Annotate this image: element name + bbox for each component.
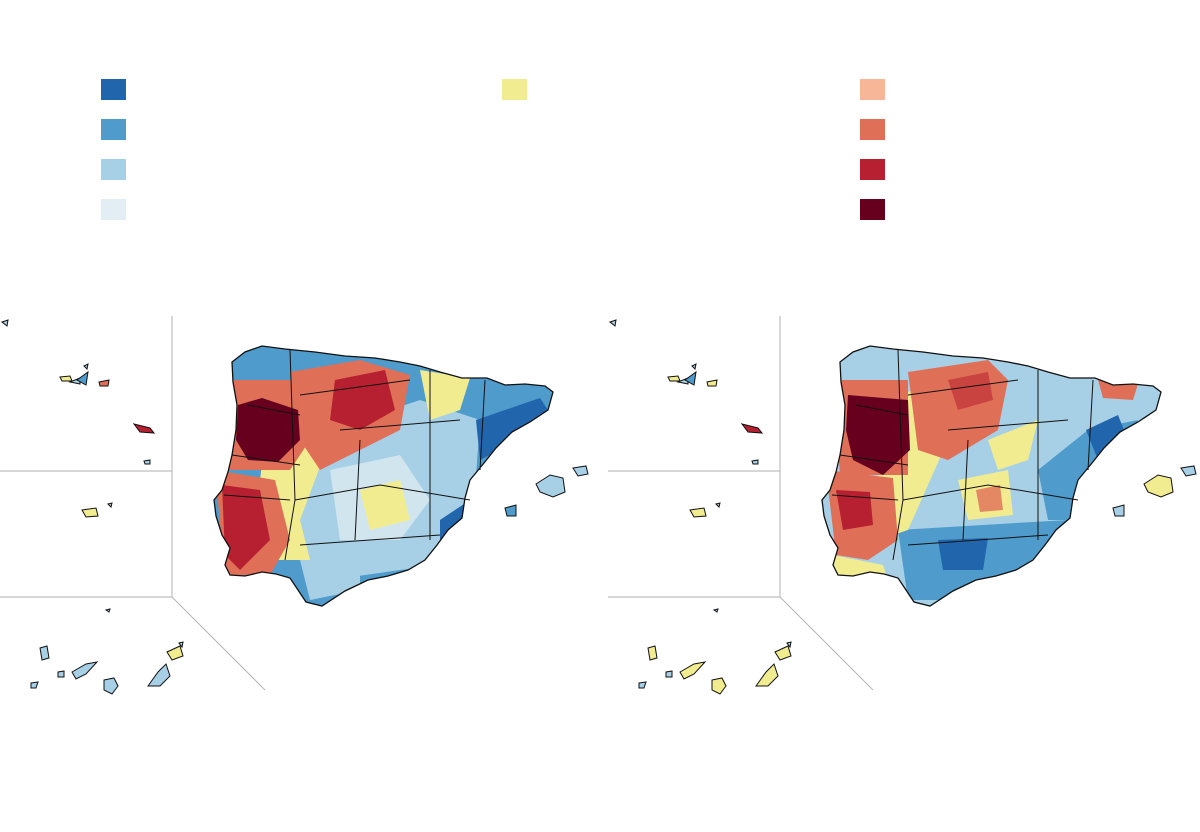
legend-swatch-high-1 xyxy=(860,79,885,100)
map-right xyxy=(608,316,1197,695)
canary-islands xyxy=(30,608,184,695)
legend-swatch-high-4 xyxy=(860,199,885,220)
legend-swatch-low-3 xyxy=(101,159,126,180)
inset-frame xyxy=(608,316,874,691)
iberian-peninsula xyxy=(822,346,1161,606)
azores-islands xyxy=(0,319,110,387)
legend-swatch-low-1 xyxy=(101,79,126,100)
balearic-islands xyxy=(535,474,566,498)
iberian-peninsula xyxy=(214,346,553,606)
balearic-islands xyxy=(1143,474,1174,498)
region-borders xyxy=(223,349,486,561)
region-borders xyxy=(831,349,1094,561)
madeira-islands xyxy=(132,423,156,434)
inset-frame xyxy=(0,316,266,691)
legend-swatch-high-2 xyxy=(860,119,885,140)
madeira-islands xyxy=(740,423,764,434)
legend-swatch-mid-1 xyxy=(502,79,527,100)
azores-islands xyxy=(608,319,718,387)
legend-swatch-high-3 xyxy=(860,159,885,180)
canary-islands xyxy=(638,608,792,695)
legend-swatch-low-2 xyxy=(101,119,126,140)
map-left xyxy=(0,316,589,695)
legend-swatch-low-4 xyxy=(101,199,126,220)
